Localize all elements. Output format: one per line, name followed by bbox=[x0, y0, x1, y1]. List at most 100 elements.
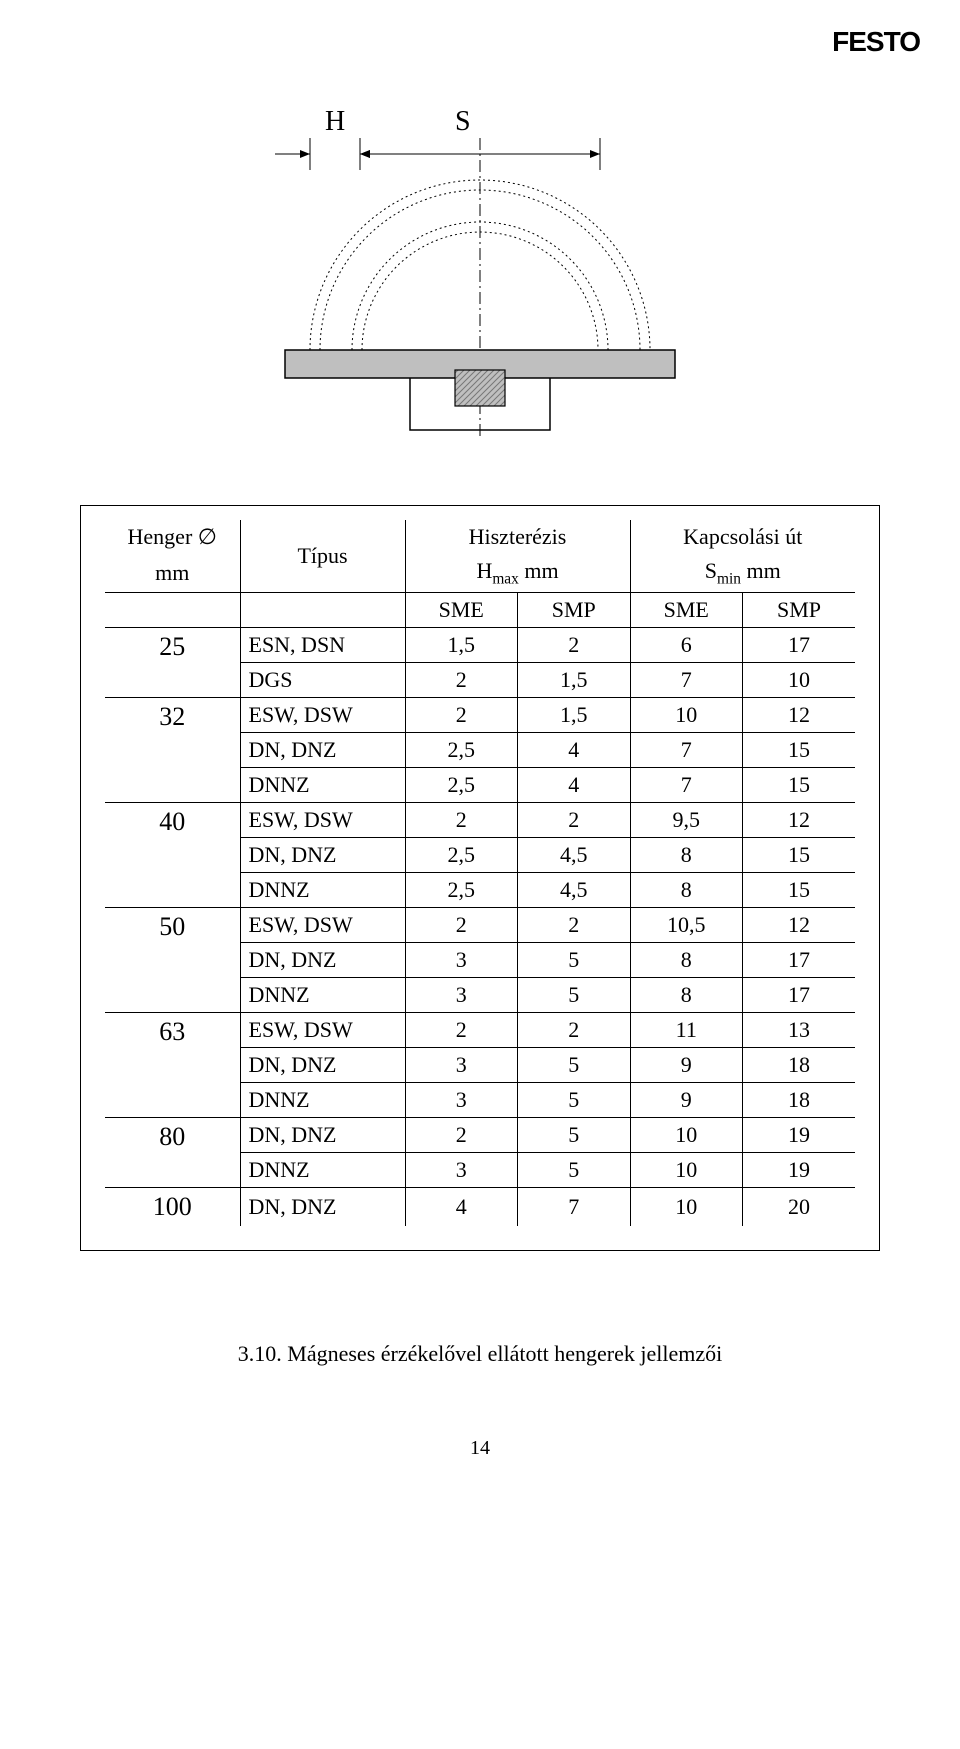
cell-type: DNNZ bbox=[240, 1083, 405, 1118]
cell-s_sme: 9 bbox=[630, 1083, 743, 1118]
cell-dia: 25 bbox=[105, 628, 240, 698]
hdr-smp-2: SMP bbox=[743, 593, 856, 628]
cell-type: DNNZ bbox=[240, 768, 405, 803]
cell-s_sme: 8 bbox=[630, 943, 743, 978]
cell-type: DN, DNZ bbox=[240, 733, 405, 768]
cell-h_sme: 2 bbox=[405, 908, 518, 943]
hdr-dia-line1: Henger ∅ bbox=[105, 520, 240, 554]
cell-h_sme: 2,5 bbox=[405, 733, 518, 768]
cell-s_smp: 12 bbox=[743, 803, 856, 838]
cell-type: DGS bbox=[240, 663, 405, 698]
cell-s_sme: 8 bbox=[630, 838, 743, 873]
cell-s_smp: 15 bbox=[743, 768, 856, 803]
cell-s_smp: 17 bbox=[743, 628, 856, 663]
cell-h_sme: 2 bbox=[405, 663, 518, 698]
cell-h_sme: 4 bbox=[405, 1188, 518, 1227]
cell-h_sme: 3 bbox=[405, 1048, 518, 1083]
cell-h_smp: 5 bbox=[518, 1048, 631, 1083]
cell-s_sme: 10 bbox=[630, 1118, 743, 1153]
cell-type: ESW, DSW bbox=[240, 803, 405, 838]
cell-s_sme: 9 bbox=[630, 1048, 743, 1083]
dim-s-arrow-head-left bbox=[360, 150, 370, 158]
cell-s_smp: 17 bbox=[743, 943, 856, 978]
label-h: H bbox=[325, 106, 345, 137]
hdr-switch-suffix: mm bbox=[741, 558, 781, 583]
cell-s_sme: 7 bbox=[630, 663, 743, 698]
sensor-diagram: H S bbox=[230, 100, 730, 465]
hdr-switch-sub: min bbox=[717, 570, 741, 587]
cell-s_sme: 9,5 bbox=[630, 803, 743, 838]
cell-h_sme: 3 bbox=[405, 943, 518, 978]
cell-h_smp: 5 bbox=[518, 943, 631, 978]
hdr-sme-2: SME bbox=[630, 593, 743, 628]
hdr-switch-line2: Smin mm bbox=[630, 554, 855, 593]
cell-h_smp: 5 bbox=[518, 1118, 631, 1153]
cell-h_smp: 4 bbox=[518, 733, 631, 768]
table-row: 100DN, DNZ471020 bbox=[105, 1188, 855, 1227]
page-number: 14 bbox=[80, 1437, 880, 1460]
cell-h_sme: 2 bbox=[405, 1013, 518, 1048]
cell-s_smp: 12 bbox=[743, 698, 856, 733]
page: FESTO H S bbox=[0, 0, 960, 1520]
cell-h_sme: 3 bbox=[405, 1083, 518, 1118]
cell-h_smp: 4,5 bbox=[518, 838, 631, 873]
hdr-switch-prefix: S bbox=[705, 558, 717, 583]
table-row: 80DN, DNZ251019 bbox=[105, 1118, 855, 1153]
cell-type: DNNZ bbox=[240, 978, 405, 1013]
spec-table-frame: Henger ∅ Típus Hiszterézis Kapcsolási út… bbox=[80, 505, 880, 1251]
table-row: 32ESW, DSW21,51012 bbox=[105, 698, 855, 733]
cell-h_smp: 2 bbox=[518, 908, 631, 943]
table-row: 40ESW, DSW229,512 bbox=[105, 803, 855, 838]
cell-h_smp: 7 bbox=[518, 1188, 631, 1227]
table-row: 25ESN, DSN1,52617 bbox=[105, 628, 855, 663]
cell-s_smp: 10 bbox=[743, 663, 856, 698]
cell-h_smp: 5 bbox=[518, 978, 631, 1013]
cell-s_sme: 8 bbox=[630, 978, 743, 1013]
cell-type: ESW, DSW bbox=[240, 908, 405, 943]
figure-caption: 3.10. Mágneses érzékelővel ellátott heng… bbox=[80, 1341, 880, 1367]
cell-type: ESW, DSW bbox=[240, 1013, 405, 1048]
cell-h_smp: 5 bbox=[518, 1153, 631, 1188]
cell-s_smp: 17 bbox=[743, 978, 856, 1013]
hdr-blank-2 bbox=[240, 593, 405, 628]
cell-dia: 80 bbox=[105, 1118, 240, 1188]
cell-s_smp: 15 bbox=[743, 873, 856, 908]
hdr-hist-line2: Hmax mm bbox=[405, 554, 630, 593]
cell-s_smp: 18 bbox=[743, 1083, 856, 1118]
label-s: S bbox=[455, 106, 471, 137]
hdr-switch-line1: Kapcsolási út bbox=[630, 520, 855, 554]
cell-s_sme: 10 bbox=[630, 698, 743, 733]
hdr-hist-line1: Hiszterézis bbox=[405, 520, 630, 554]
cell-type: DNNZ bbox=[240, 1153, 405, 1188]
sensor-block bbox=[455, 370, 505, 406]
cell-h_smp: 2 bbox=[518, 803, 631, 838]
hdr-type: Típus bbox=[240, 520, 405, 593]
cell-h_sme: 2,5 bbox=[405, 838, 518, 873]
cell-h_smp: 2 bbox=[518, 628, 631, 663]
cell-h_smp: 5 bbox=[518, 1083, 631, 1118]
hdr-hist-suffix: mm bbox=[519, 558, 559, 583]
hdr-smp-1: SMP bbox=[518, 593, 631, 628]
table-header-row-2: mm Hmax mm Smin mm bbox=[105, 554, 855, 593]
cell-s_sme: 6 bbox=[630, 628, 743, 663]
cell-s_sme: 7 bbox=[630, 768, 743, 803]
cell-h_sme: 3 bbox=[405, 1153, 518, 1188]
cell-s_smp: 15 bbox=[743, 733, 856, 768]
cell-dia: 63 bbox=[105, 1013, 240, 1118]
brand-logo: FESTO bbox=[832, 26, 920, 58]
cell-h_sme: 2 bbox=[405, 698, 518, 733]
cell-s_smp: 19 bbox=[743, 1153, 856, 1188]
cell-s_smp: 13 bbox=[743, 1013, 856, 1048]
sensor-diagram-svg: H S bbox=[230, 100, 730, 460]
cell-dia: 50 bbox=[105, 908, 240, 1013]
cell-h_sme: 1,5 bbox=[405, 628, 518, 663]
cell-s_sme: 11 bbox=[630, 1013, 743, 1048]
hdr-blank-1 bbox=[105, 593, 240, 628]
cell-h_sme: 2,5 bbox=[405, 873, 518, 908]
table-body: 25ESN, DSN1,52617DGS21,571032ESW, DSW21,… bbox=[105, 628, 855, 1227]
cell-s_sme: 7 bbox=[630, 733, 743, 768]
cell-dia: 40 bbox=[105, 803, 240, 908]
table-header-row-3: SME SMP SME SMP bbox=[105, 593, 855, 628]
hdr-dia-line2: mm bbox=[105, 554, 240, 593]
cell-s_sme: 10,5 bbox=[630, 908, 743, 943]
